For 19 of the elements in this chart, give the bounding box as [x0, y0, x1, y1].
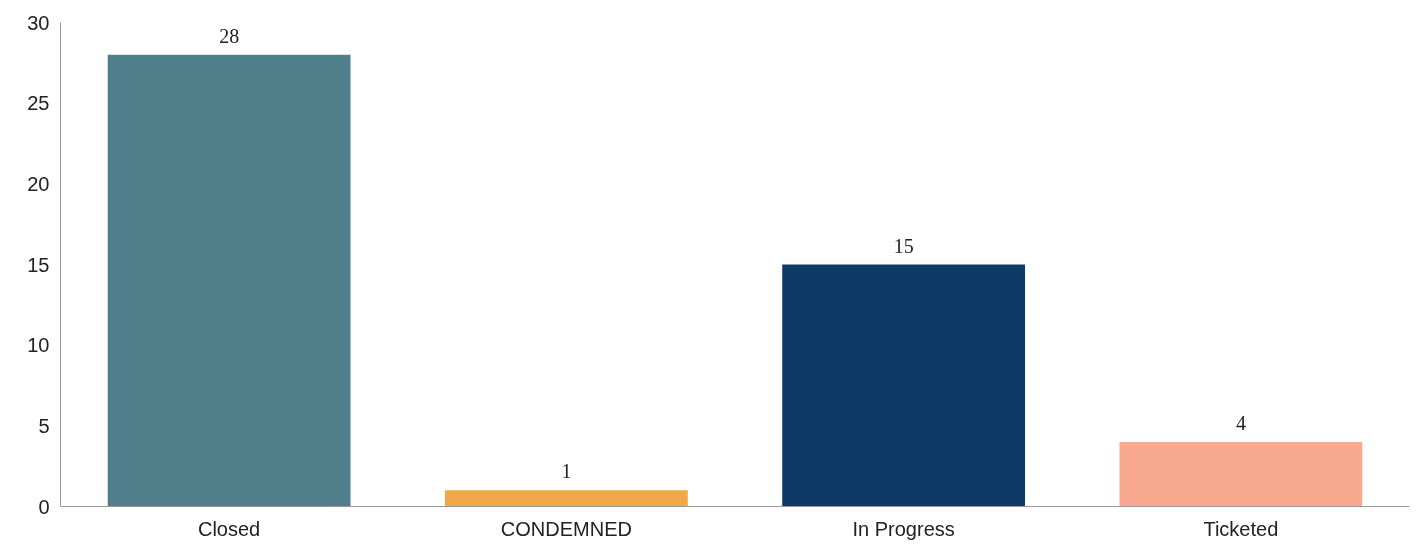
- y-tick-label: 25: [27, 92, 50, 115]
- bar: [444, 490, 688, 507]
- y-tick-label: 10: [27, 334, 50, 357]
- y-tick-label: 30: [27, 11, 50, 34]
- y-tick-label: 0: [38, 495, 50, 518]
- y-tick-label: 15: [27, 253, 50, 276]
- x-tick-label: Closed: [198, 517, 261, 540]
- x-tick-label: In Progress: [852, 517, 955, 540]
- y-tick-label: 20: [27, 172, 50, 195]
- x-tick-label: CONDEMNED: [500, 517, 632, 540]
- bar: [107, 54, 351, 507]
- bar: [1119, 441, 1363, 507]
- data-label: 15: [893, 234, 914, 257]
- data-label: 4: [1235, 411, 1246, 434]
- y-tick-label: 5: [38, 414, 50, 437]
- data-label: 28: [219, 24, 240, 47]
- bar: [782, 264, 1026, 507]
- x-tick-label: Ticketed: [1203, 517, 1279, 540]
- data-label: 1: [561, 460, 572, 483]
